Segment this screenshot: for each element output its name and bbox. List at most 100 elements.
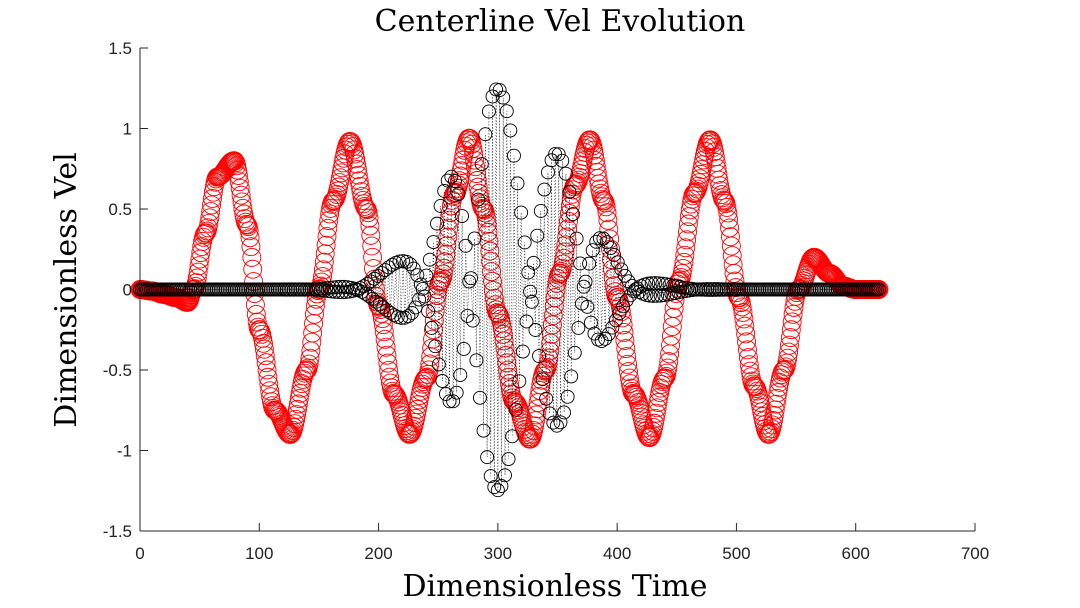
black-series-point bbox=[392, 254, 407, 269]
black-series-point bbox=[528, 323, 543, 337]
red-series-point bbox=[521, 429, 541, 449]
red-series-point bbox=[217, 157, 237, 177]
red-series-point bbox=[601, 239, 621, 259]
black-series-point bbox=[594, 334, 609, 348]
black-series-point bbox=[551, 147, 566, 162]
red-series-point bbox=[466, 157, 485, 177]
black-series-point bbox=[474, 157, 489, 172]
red-series-point bbox=[228, 160, 247, 180]
x-tick-label: 400 bbox=[603, 544, 631, 563]
y-tick-label: 0.5 bbox=[108, 200, 132, 219]
red-series-point bbox=[602, 250, 621, 269]
black-series-point bbox=[460, 308, 475, 323]
black-series-point bbox=[428, 339, 443, 354]
black-series bbox=[133, 82, 886, 498]
red-series-point bbox=[378, 353, 398, 373]
red-series-point bbox=[676, 238, 696, 258]
red-series-point bbox=[560, 196, 580, 216]
red-series-point bbox=[778, 348, 798, 368]
black-series-point bbox=[626, 284, 641, 299]
black-series-point bbox=[401, 309, 416, 324]
red-series-point bbox=[417, 367, 437, 387]
x-tick-label: 700 bbox=[961, 544, 989, 563]
black-series-point bbox=[369, 294, 384, 309]
black-series-point bbox=[569, 231, 584, 246]
red-series-point bbox=[674, 252, 694, 272]
red-series-point bbox=[602, 259, 622, 279]
red-series-point bbox=[372, 303, 391, 323]
red-series-point bbox=[266, 401, 286, 421]
red-series-point bbox=[493, 324, 513, 344]
red-series-point bbox=[503, 391, 523, 410]
black-series-point bbox=[589, 234, 604, 249]
red-series-point bbox=[347, 160, 367, 179]
red-series-point bbox=[232, 192, 252, 212]
red-series-point bbox=[377, 345, 397, 365]
red-series-point bbox=[719, 210, 739, 230]
red-series-point bbox=[340, 131, 360, 151]
red-series-point bbox=[557, 227, 577, 247]
red-series-point bbox=[314, 252, 334, 272]
red-series-point bbox=[360, 216, 380, 236]
black-series-point bbox=[473, 390, 487, 405]
black-series-point bbox=[499, 104, 514, 119]
black-series-point bbox=[614, 262, 629, 277]
red-series-point bbox=[190, 249, 210, 269]
red-series-point bbox=[436, 244, 456, 264]
red-series-point bbox=[545, 288, 565, 307]
red-series-point bbox=[522, 427, 542, 447]
red-series-point bbox=[305, 296, 325, 316]
red-series-point bbox=[488, 304, 508, 324]
red-series-point bbox=[188, 262, 208, 282]
black-series-point bbox=[360, 277, 375, 291]
red-series-point bbox=[362, 236, 382, 256]
red-series-point bbox=[542, 324, 561, 344]
red-series-point bbox=[733, 303, 753, 322]
black-series-point bbox=[462, 274, 477, 289]
black-series-point bbox=[582, 256, 597, 271]
red-series-point bbox=[303, 323, 323, 343]
red-series-point bbox=[414, 372, 434, 392]
black-series-point bbox=[585, 243, 600, 258]
black-series-point bbox=[483, 469, 498, 484]
black-series-point bbox=[684, 281, 699, 296]
black-series-point bbox=[501, 452, 516, 466]
black-series-point bbox=[512, 374, 527, 389]
black-series-point bbox=[519, 314, 534, 329]
black-series-point bbox=[419, 268, 434, 283]
black-series-point bbox=[476, 423, 491, 438]
red-series-point bbox=[526, 405, 546, 425]
black-series-point bbox=[376, 300, 391, 315]
red-series-point bbox=[529, 386, 549, 406]
red-series-point bbox=[715, 191, 735, 211]
red-series-point bbox=[781, 320, 801, 340]
x-axis-label: Dimensionless Time bbox=[402, 569, 707, 604]
black-series-point bbox=[358, 286, 373, 301]
black-series-point bbox=[514, 205, 529, 220]
black-series-point bbox=[535, 372, 550, 387]
red-series-point bbox=[375, 329, 395, 349]
black-series-point bbox=[542, 406, 557, 421]
red-series-point bbox=[366, 286, 386, 306]
red-series-point bbox=[254, 333, 273, 353]
red-series-point bbox=[587, 162, 607, 182]
red-series-point bbox=[659, 352, 679, 372]
black-series-point bbox=[464, 271, 478, 286]
red-series-point bbox=[683, 186, 703, 206]
red-series-point bbox=[331, 163, 351, 183]
black-series-point bbox=[496, 90, 511, 105]
black-series-point bbox=[558, 166, 573, 181]
red-series-point bbox=[766, 394, 786, 414]
red-series-point bbox=[397, 421, 417, 441]
black-series-point bbox=[530, 228, 545, 243]
red-series-point bbox=[295, 363, 315, 383]
red-series-point bbox=[354, 194, 374, 214]
black-series-point bbox=[515, 344, 530, 359]
red-series-point bbox=[444, 184, 464, 204]
black-series-point bbox=[566, 207, 580, 222]
red-series-point bbox=[756, 421, 776, 441]
black-series-point bbox=[421, 304, 436, 319]
red-series-point bbox=[320, 204, 340, 224]
red-series-point bbox=[347, 154, 366, 174]
red-series-point bbox=[554, 249, 574, 268]
